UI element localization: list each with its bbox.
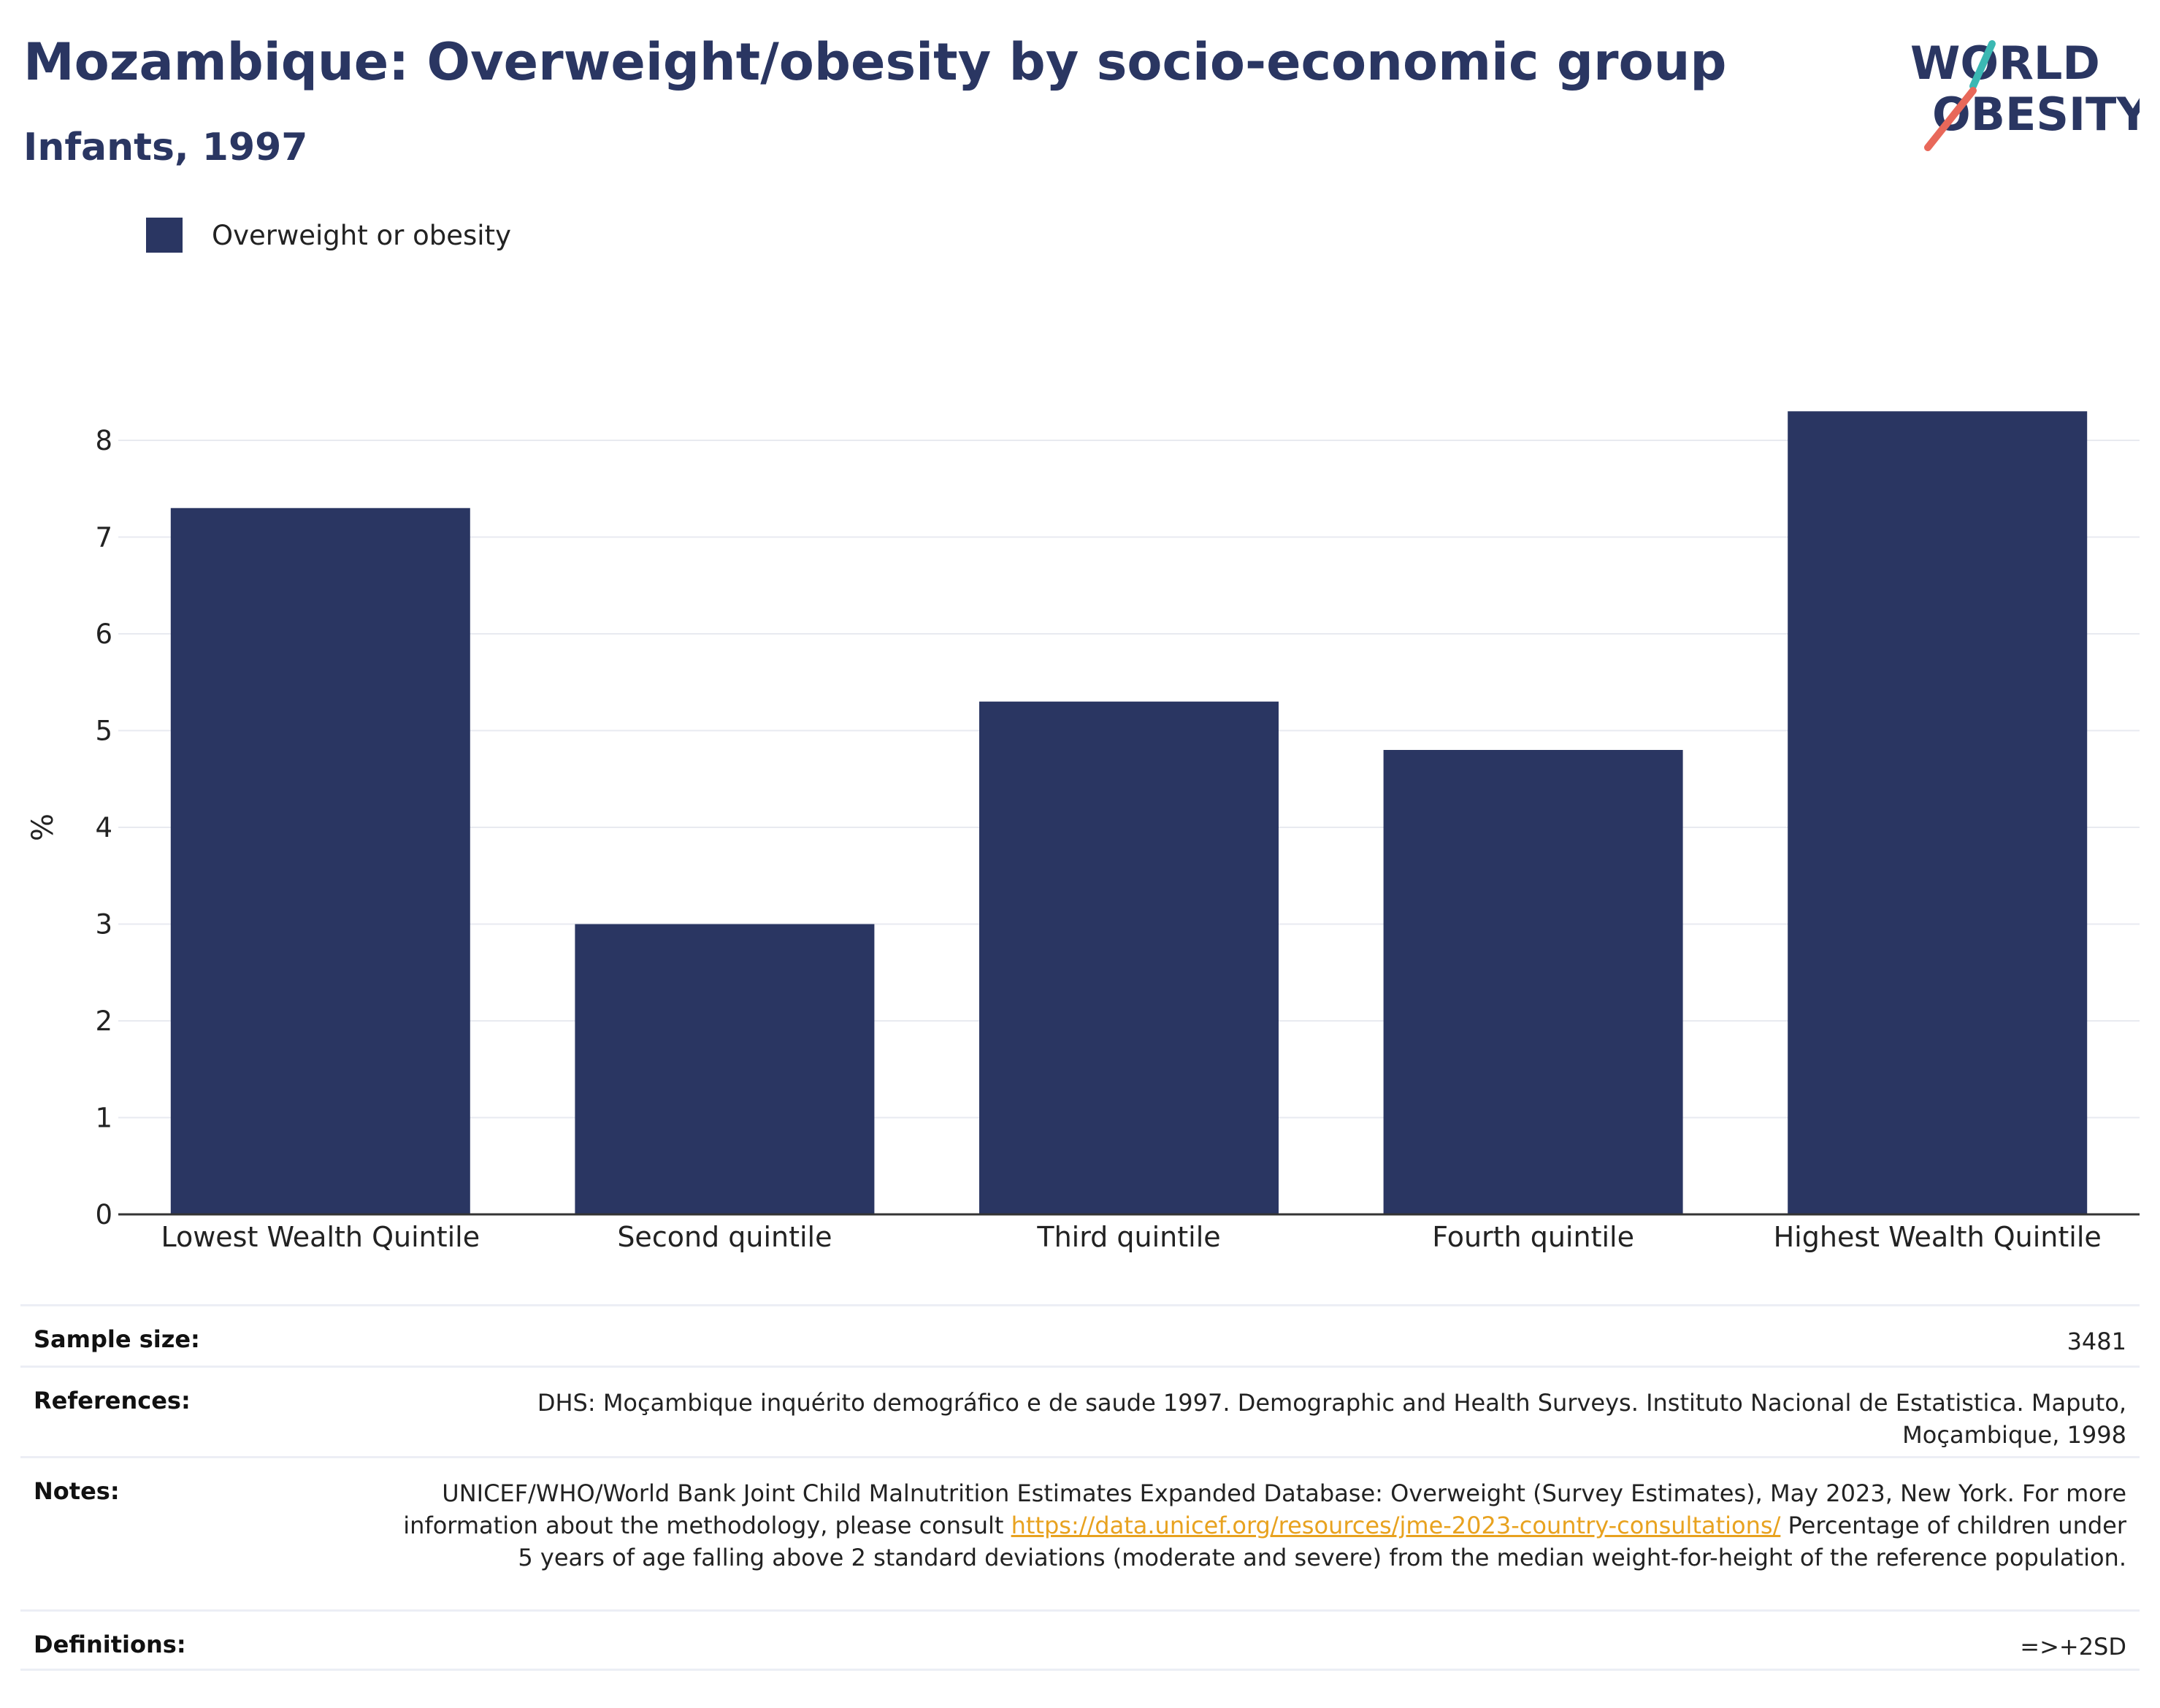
x-tick-label: Third quintile	[1036, 1221, 1220, 1253]
notes-value: UNICEF/WHO/World Bank Joint Child Malnut…	[388, 1477, 2126, 1609]
chart-subtitle: Infants, 1997	[23, 126, 308, 169]
y-tick-label: 8	[95, 425, 112, 456]
world-obesity-logo: WORLD OBESITY	[1910, 37, 2140, 151]
legend-swatch	[146, 218, 183, 253]
bar	[170, 508, 470, 1214]
notes-row: Notes: UNICEF/WHO/World Bank Joint Child…	[20, 1456, 2140, 1609]
info-table: Sample size: 3481 References: DHS: Moçam…	[20, 1304, 2140, 1671]
y-tick-label: 3	[95, 909, 112, 941]
y-tick-label: 7	[95, 522, 112, 554]
y-tick-label: 2	[95, 1006, 112, 1037]
bar	[1788, 411, 2088, 1214]
chart-title: Mozambique: Overweight/obesity by socio-…	[23, 32, 1727, 92]
notes-label: Notes:	[34, 1477, 120, 1505]
y-axis-label: %	[26, 813, 60, 841]
y-tick-label: 0	[95, 1199, 112, 1230]
x-tick-label: Lowest Wealth Quintile	[161, 1221, 480, 1253]
sample-size-value: 3481	[2067, 1328, 2126, 1355]
definitions-row: Definitions: =>+2SD	[20, 1609, 2140, 1671]
notes-link[interactable]: https://data.unicef.org/resources/jme-20…	[1011, 1512, 1781, 1539]
y-tick-label: 1	[95, 1103, 112, 1134]
x-tick-label: Second quintile	[617, 1221, 832, 1253]
legend: Overweight or obesity	[146, 218, 511, 253]
logo-line1: WORLD	[1910, 37, 2100, 90]
references-label: References:	[34, 1387, 191, 1414]
references-row: References: DHS: Moçambique inquérito de…	[20, 1366, 2140, 1456]
x-tick-label: Fourth quintile	[1432, 1221, 1634, 1253]
legend-label: Overweight or obesity	[212, 219, 511, 251]
y-tick-label: 6	[95, 619, 112, 650]
bar	[979, 701, 1279, 1214]
bar	[1383, 750, 1683, 1214]
sample-size-label: Sample size:	[34, 1325, 200, 1353]
references-value: DHS: Moçambique inquérito demográfico e …	[537, 1389, 2126, 1449]
y-tick-label: 4	[95, 812, 112, 843]
definitions-label: Definitions:	[34, 1631, 186, 1658]
notes-text: UNICEF/WHO/World Bank Joint Child Malnut…	[403, 1479, 2126, 1539]
notes-text-continued: Percentage of children under 5 years of …	[518, 1512, 2126, 1571]
y-tick-label: 5	[95, 716, 112, 747]
definitions-value: =>+2SD	[2020, 1633, 2126, 1661]
x-tick-label: Highest Wealth Quintile	[1774, 1221, 2102, 1253]
sample-size-row: Sample size: 3481	[20, 1304, 2140, 1366]
bar-chart: 0 1 2 3 4 5 6 7 8% Lowest Wealth Quintile Second q…	[26, 411, 2140, 1253]
bar	[575, 924, 875, 1214]
